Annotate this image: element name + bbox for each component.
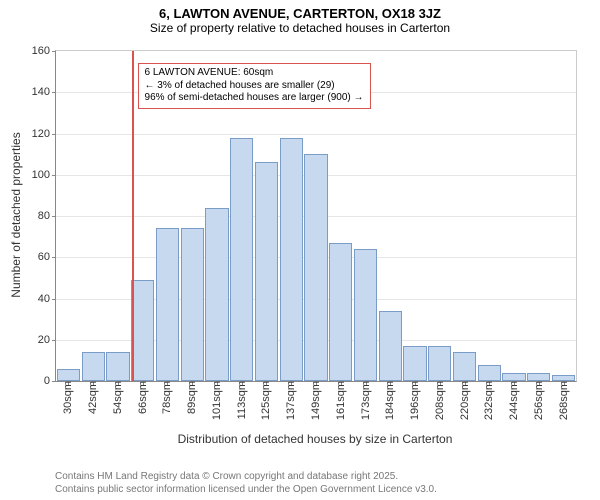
y-tick-label: 120 [32, 128, 56, 140]
y-tick-label: 140 [32, 86, 56, 98]
histogram-bar [230, 138, 253, 381]
y-tick-label: 80 [38, 210, 56, 222]
x-tick-label: 184sqm [380, 381, 396, 420]
info-box-line: ← 3% of detached houses are smaller (29) [145, 80, 364, 93]
histogram-bar [304, 154, 327, 381]
x-tick-label: 268sqm [554, 381, 570, 420]
reference-info-box: 6 LAWTON AVENUE: 60sqm← 3% of detached h… [138, 63, 371, 109]
histogram-bar [57, 369, 80, 381]
histogram-bar [354, 249, 377, 381]
chart-subtitle: Size of property relative to detached ho… [0, 21, 600, 35]
y-tick-label: 100 [32, 169, 56, 181]
histogram-bar [255, 162, 278, 381]
footer-line: Contains HM Land Registry data © Crown c… [55, 471, 437, 484]
histogram-bar [205, 208, 228, 381]
histogram-bar [478, 365, 501, 382]
x-tick-label: 208sqm [430, 381, 446, 420]
x-tick-label: 54sqm [108, 381, 124, 414]
histogram-bar [379, 311, 402, 381]
y-tick-label: 160 [32, 45, 56, 57]
x-tick-label: 66sqm [133, 381, 149, 414]
x-tick-label: 173sqm [356, 381, 372, 420]
chart-container: 6, LAWTON AVENUE, CARTERTON, OX18 3JZ Si… [0, 0, 600, 500]
x-tick-label: 89sqm [182, 381, 198, 414]
reference-marker-line [132, 51, 134, 381]
x-tick-label: 113sqm [232, 381, 248, 419]
histogram-bar [106, 352, 129, 381]
x-axis-label: Distribution of detached houses by size … [178, 432, 453, 446]
y-axis-label: Number of detached properties [9, 132, 23, 297]
y-tick-label: 60 [38, 251, 56, 263]
x-tick-label: 244sqm [504, 381, 520, 420]
x-tick-label: 101sqm [207, 381, 223, 420]
grid-line [56, 134, 576, 135]
info-box-line: 96% of semi-detached houses are larger (… [145, 92, 364, 105]
x-tick-label: 220sqm [455, 381, 471, 420]
footer-attribution: Contains HM Land Registry data © Crown c… [55, 471, 437, 496]
plot-area: 02040608010012014016030sqm42sqm54sqm66sq… [55, 50, 577, 382]
histogram-bar [428, 346, 451, 381]
histogram-bar [156, 228, 179, 381]
x-tick-label: 196sqm [405, 381, 421, 420]
info-box-line: 6 LAWTON AVENUE: 60sqm [145, 67, 364, 80]
x-tick-label: 125sqm [256, 381, 272, 420]
x-tick-label: 42sqm [83, 381, 99, 414]
histogram-bar [329, 243, 352, 381]
x-tick-label: 232sqm [479, 381, 495, 420]
x-tick-label: 149sqm [306, 381, 322, 420]
chart-title: 6, LAWTON AVENUE, CARTERTON, OX18 3JZ [0, 0, 600, 21]
y-tick-label: 40 [38, 293, 56, 305]
y-tick-label: 20 [38, 334, 56, 346]
footer-line: Contains public sector information licen… [55, 484, 437, 497]
histogram-bar [181, 228, 204, 381]
x-tick-label: 30sqm [58, 381, 74, 414]
y-tick-label: 0 [44, 375, 56, 387]
histogram-bar [527, 373, 550, 381]
histogram-bar [131, 280, 154, 381]
histogram-bar [403, 346, 426, 381]
x-tick-label: 137sqm [281, 381, 297, 420]
histogram-bar [82, 352, 105, 381]
histogram-bar [453, 352, 476, 381]
x-tick-label: 256sqm [529, 381, 545, 420]
x-tick-label: 161sqm [331, 381, 347, 420]
histogram-bar [280, 138, 303, 381]
x-tick-label: 78sqm [157, 381, 173, 414]
histogram-bar [502, 373, 525, 381]
